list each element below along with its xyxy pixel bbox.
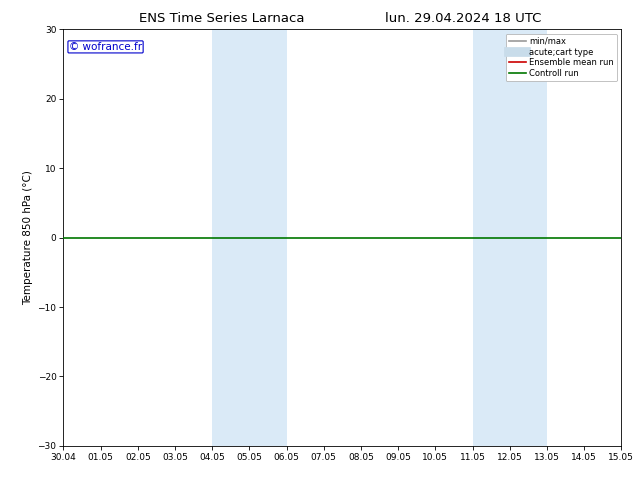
Bar <box>212 29 287 446</box>
Text: ENS Time Series Larnaca: ENS Time Series Larnaca <box>139 12 305 25</box>
Bar <box>472 29 547 446</box>
Legend: min/max, acute;cart type, Ensemble mean run, Controll run: min/max, acute;cart type, Ensemble mean … <box>506 34 617 81</box>
Y-axis label: Temperature 850 hPa (°C): Temperature 850 hPa (°C) <box>23 170 34 305</box>
Text: lun. 29.04.2024 18 UTC: lun. 29.04.2024 18 UTC <box>385 12 541 25</box>
Text: © wofrance.fr: © wofrance.fr <box>69 42 142 52</box>
